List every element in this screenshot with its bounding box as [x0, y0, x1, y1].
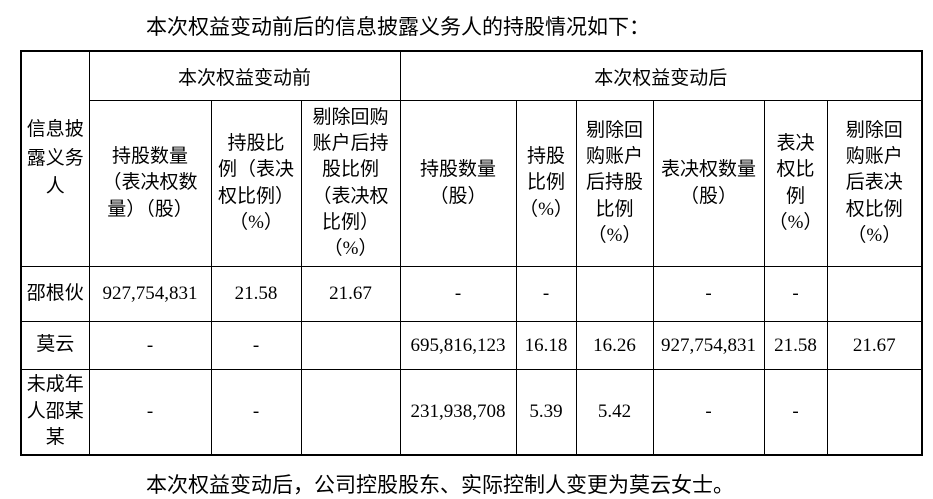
- table-cell: 16.18: [515, 321, 577, 370]
- header-voting-ratio-ex-buyback-after: 剔除回 购账户 后表决 权比例 （%）: [826, 100, 923, 267]
- table-cell: -: [763, 266, 828, 322]
- table-cell: 231,938,708: [399, 368, 517, 456]
- header-disclosure-obligor: 信息披 露义务 人: [20, 50, 90, 267]
- table-row: 邵根伙 927,754,831 21.58 21.67 - - - -: [20, 266, 923, 322]
- table-cell: [826, 368, 923, 456]
- header-ratio-voting-before: 持股比 例（表决 权比例） （%）: [210, 100, 302, 267]
- table-column-header-row: 持股数量 （表决权数 量）（股） 持股比 例（表决 权比例） （%） 剔除回购 …: [21, 100, 923, 267]
- row-name-cell: 未成年 人邵某 某: [20, 368, 90, 456]
- table-cell: [826, 266, 923, 322]
- table-row: 莫云 - - 695,816,123 16.18 16.26 927,754,8…: [20, 321, 923, 370]
- table-cell: 21.58: [763, 321, 828, 370]
- table-cell: -: [88, 321, 212, 370]
- group-header-after-change: 本次权益变动后: [399, 50, 923, 101]
- header-ratio-ex-buyback-before: 剔除回购 账户后持 股比例 （表决权 比例） （%）: [300, 100, 401, 267]
- table-cell: 21.67: [826, 321, 923, 370]
- table-cell: 5.39: [515, 368, 577, 456]
- table-cell: [575, 266, 654, 322]
- table-cell: 695,816,123: [399, 321, 517, 370]
- table-group-header-row: 信息披 露义务 人 本次权益变动前 本次权益变动后: [20, 50, 923, 267]
- table-cell: -: [652, 368, 765, 456]
- table-cell: -: [399, 266, 517, 322]
- table-cell: 5.42: [575, 368, 654, 456]
- table-cell: -: [652, 266, 765, 322]
- header-shares-after: 持股数量 （股）: [399, 100, 517, 267]
- table-cell: [300, 321, 401, 370]
- header-shares-voting-before: 持股数量 （表决权数 量）（股）: [88, 100, 212, 267]
- table-cell: [300, 368, 401, 456]
- header-ratio-after: 持股 比例 （%）: [515, 100, 577, 267]
- group-header-before-change: 本次权益变动前: [88, 50, 401, 101]
- row-name-cell: 莫云: [20, 321, 90, 370]
- table-cell: 21.67: [300, 266, 401, 322]
- table-cell: -: [210, 321, 302, 370]
- shareholding-table: 信息披 露义务 人 本次权益变动前 本次权益变动后 持股数量 （表决权数 量）（…: [20, 50, 924, 456]
- conclusion-statement: 本次权益变动后，公司控股股东、实际控制人变更为莫云女士。: [146, 472, 734, 497]
- header-ratio-ex-buyback-after: 剔除回 购账户 后持股 比例 （%）: [575, 100, 654, 267]
- table-cell: -: [88, 368, 212, 456]
- table-cell: -: [515, 266, 577, 322]
- header-voting-ratio-after: 表决 权比 例 （%）: [763, 100, 828, 267]
- table-cell: 927,754,831: [652, 321, 765, 370]
- header-voting-shares-after: 表决权数量 （股）: [652, 100, 765, 267]
- table-cell: 16.26: [575, 321, 654, 370]
- intro-statement: 本次权益变动前后的信息披露义务人的持股情况如下：: [146, 15, 650, 39]
- row-name-cell: 邵根伙: [20, 266, 90, 322]
- table-cell: -: [210, 368, 302, 456]
- table-cell: -: [763, 368, 828, 456]
- table-row: 未成年 人邵某 某 - - 231,938,708 5.39 5.42 - -: [20, 368, 923, 456]
- table-cell: 21.58: [210, 266, 302, 322]
- table-cell: 927,754,831: [88, 266, 212, 322]
